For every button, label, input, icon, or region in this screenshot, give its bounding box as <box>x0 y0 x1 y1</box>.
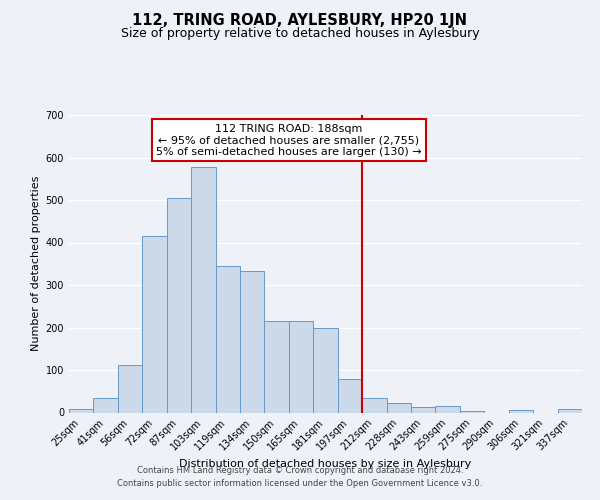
Bar <box>240 271 265 412</box>
Text: Size of property relative to detached houses in Aylesbury: Size of property relative to detached ho… <box>121 28 479 40</box>
Bar <box>313 328 338 412</box>
Bar <box>215 266 240 412</box>
Bar <box>386 403 411 412</box>
Bar <box>460 411 484 412</box>
Bar <box>338 378 362 412</box>
Bar <box>69 409 94 412</box>
Bar <box>557 409 582 412</box>
Bar <box>362 398 386 412</box>
Bar <box>265 321 289 412</box>
Bar <box>191 167 215 412</box>
Bar <box>167 198 191 412</box>
Bar <box>142 236 167 412</box>
Bar <box>509 410 533 412</box>
Bar <box>118 365 142 412</box>
Y-axis label: Number of detached properties: Number of detached properties <box>31 176 41 352</box>
Bar <box>289 321 313 412</box>
Bar <box>94 398 118 412</box>
Bar <box>436 406 460 412</box>
X-axis label: Distribution of detached houses by size in Aylesbury: Distribution of detached houses by size … <box>179 460 472 469</box>
Text: Contains HM Land Registry data © Crown copyright and database right 2024.
Contai: Contains HM Land Registry data © Crown c… <box>118 466 482 487</box>
Bar <box>411 408 436 412</box>
Text: 112 TRING ROAD: 188sqm
← 95% of detached houses are smaller (2,755)
5% of semi-d: 112 TRING ROAD: 188sqm ← 95% of detached… <box>156 124 422 156</box>
Text: 112, TRING ROAD, AYLESBURY, HP20 1JN: 112, TRING ROAD, AYLESBURY, HP20 1JN <box>133 12 467 28</box>
